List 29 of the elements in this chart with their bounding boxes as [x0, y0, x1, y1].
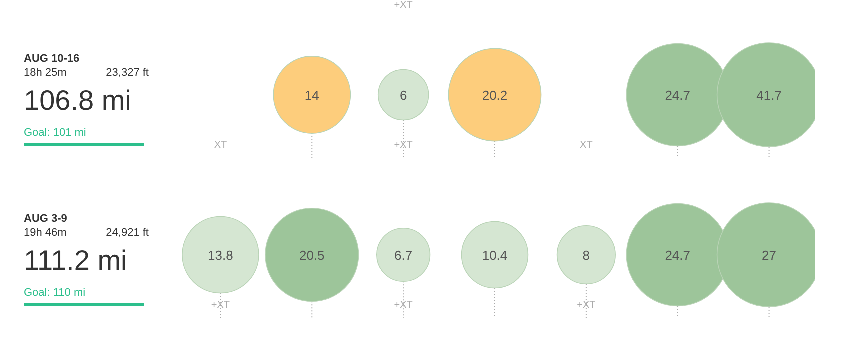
- text: +XT: [393, 0, 414, 11]
- text: +XT: [210, 300, 232, 311]
- text: AUG 10-16: [24, 53, 81, 65]
- text: 19h 46m: [24, 227, 67, 239]
- data-label: 20.5: [299, 248, 325, 263]
- data-label: 6: [400, 88, 408, 103]
- text: 18h 25m: [24, 67, 67, 79]
- text: XT: [213, 140, 228, 151]
- text: +XT: [393, 140, 414, 151]
- text: 111.2 mi: [24, 245, 128, 277]
- text: 23,327 ft: [106, 67, 149, 79]
- data-label: 13.8: [208, 248, 234, 263]
- text: 106.8 mi: [24, 85, 132, 117]
- data-label: 24.7: [665, 88, 691, 103]
- text: AUG 3-9: [24, 213, 68, 225]
- text: Goal: 101 mi: [24, 127, 88, 139]
- data-label: 14: [304, 88, 320, 103]
- text: Goal: 110 mi: [24, 287, 87, 299]
- data-label: 27: [762, 248, 777, 263]
- data-label: 41.7: [756, 88, 782, 103]
- text: XT: [579, 140, 594, 151]
- data-label: 8: [582, 248, 590, 263]
- text: +XT: [393, 300, 414, 311]
- data-label: 20.2: [482, 88, 508, 103]
- text: 24,921 ft: [106, 227, 149, 239]
- data-label: 10.4: [482, 248, 508, 263]
- data-label: 24.7: [665, 248, 691, 263]
- text: +XT: [576, 300, 597, 311]
- data-label: 6.7: [394, 248, 413, 263]
